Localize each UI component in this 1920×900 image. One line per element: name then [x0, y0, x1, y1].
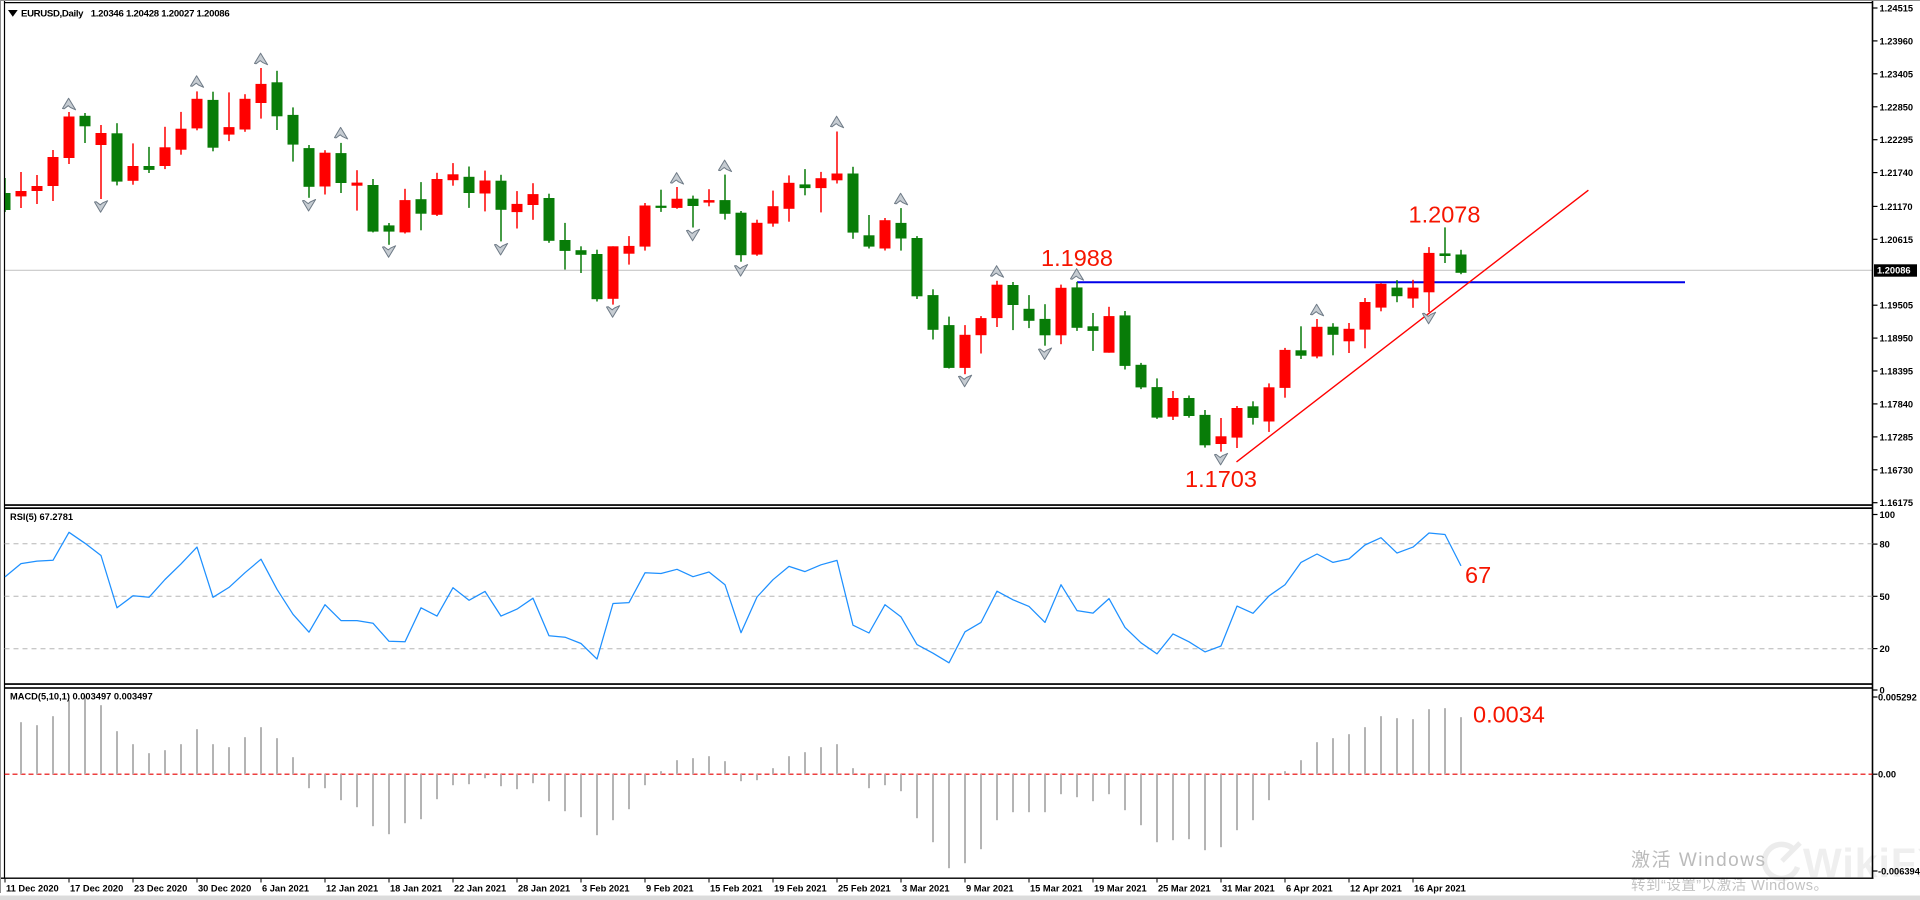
- svg-text:6 Apr 2021: 6 Apr 2021: [1286, 884, 1333, 894]
- svg-text:1.19505: 1.19505: [1880, 301, 1914, 311]
- svg-text:3 Feb 2021: 3 Feb 2021: [582, 884, 630, 894]
- svg-text:1.16175: 1.16175: [1880, 498, 1914, 508]
- svg-text:MACD(5,10,1) 0.003497 0.003497: MACD(5,10,1) 0.003497 0.003497: [10, 692, 153, 702]
- svg-text:15 Feb 2021: 15 Feb 2021: [710, 884, 763, 894]
- svg-text:12 Apr 2021: 12 Apr 2021: [1350, 884, 1402, 894]
- svg-text:1.21740: 1.21740: [1880, 168, 1914, 178]
- svg-text:-0.006394: -0.006394: [1878, 866, 1920, 876]
- svg-text:17 Dec 2020: 17 Dec 2020: [70, 884, 123, 894]
- svg-text:1.2078: 1.2078: [1409, 202, 1481, 228]
- svg-text:6 Jan 2021: 6 Jan 2021: [262, 884, 309, 894]
- svg-text:1.23405: 1.23405: [1880, 69, 1914, 79]
- svg-text:激活 Windows: 激活 Windows: [1631, 849, 1765, 871]
- svg-text:0: 0: [1880, 686, 1885, 696]
- svg-text:EURUSD,Daily: EURUSD,Daily: [21, 9, 84, 20]
- svg-text:25 Feb 2021: 25 Feb 2021: [838, 884, 891, 894]
- svg-text:12 Jan 2021: 12 Jan 2021: [326, 884, 378, 894]
- svg-text:15 Mar 2021: 15 Mar 2021: [1030, 884, 1083, 894]
- svg-text:1.16730: 1.16730: [1880, 465, 1914, 475]
- svg-text:1.17285: 1.17285: [1880, 432, 1914, 442]
- svg-text:0.0034: 0.0034: [1473, 702, 1545, 728]
- svg-text:1.23960: 1.23960: [1880, 36, 1914, 46]
- svg-text:1.18395: 1.18395: [1880, 367, 1914, 377]
- svg-text:20: 20: [1880, 644, 1890, 654]
- svg-text:0.00: 0.00: [1878, 770, 1896, 780]
- svg-text:19 Mar 2021: 19 Mar 2021: [1094, 884, 1147, 894]
- svg-text:1.24515: 1.24515: [1880, 4, 1914, 14]
- svg-text:25 Mar 2021: 25 Mar 2021: [1158, 884, 1211, 894]
- svg-text:19 Feb 2021: 19 Feb 2021: [774, 884, 827, 894]
- svg-text:100: 100: [1880, 510, 1896, 520]
- svg-text:0.005292: 0.005292: [1878, 692, 1917, 702]
- svg-text:1.21170: 1.21170: [1880, 202, 1913, 212]
- svg-text:3 Mar 2021: 3 Mar 2021: [902, 884, 950, 894]
- svg-text:28 Jan 2021: 28 Jan 2021: [518, 884, 570, 894]
- svg-text:9 Mar 2021: 9 Mar 2021: [966, 884, 1014, 894]
- svg-text:1.20086: 1.20086: [1877, 266, 1911, 276]
- svg-text:1.17840: 1.17840: [1880, 399, 1914, 409]
- svg-text:50: 50: [1880, 592, 1890, 602]
- svg-text:1.22850: 1.22850: [1880, 102, 1914, 112]
- svg-text:23 Dec 2020: 23 Dec 2020: [134, 884, 187, 894]
- svg-text:11 Dec 2020: 11 Dec 2020: [6, 884, 59, 894]
- svg-text:18 Jan 2021: 18 Jan 2021: [390, 884, 442, 894]
- svg-text:80: 80: [1880, 540, 1890, 550]
- svg-text:9 Feb 2021: 9 Feb 2021: [646, 884, 694, 894]
- svg-text:30 Dec 2020: 30 Dec 2020: [198, 884, 251, 894]
- svg-text:16 Apr 2021: 16 Apr 2021: [1414, 884, 1466, 894]
- svg-text:1.1988: 1.1988: [1041, 245, 1113, 271]
- svg-text:1.20615: 1.20615: [1880, 235, 1914, 245]
- svg-text:1.22295: 1.22295: [1880, 135, 1914, 145]
- svg-text:1.20346 1.20428 1.20027 1.2008: 1.20346 1.20428 1.20027 1.20086: [91, 9, 230, 20]
- svg-text:31 Mar 2021: 31 Mar 2021: [1222, 884, 1275, 894]
- svg-text:1.1703: 1.1703: [1185, 466, 1257, 492]
- svg-text:RSI(5) 67.2781: RSI(5) 67.2781: [10, 512, 73, 522]
- svg-text:转到“设置”以激活 Windows。: 转到“设置”以激活 Windows。: [1631, 877, 1828, 894]
- svg-text:67: 67: [1465, 562, 1491, 588]
- svg-text:22 Jan 2021: 22 Jan 2021: [454, 884, 506, 894]
- svg-text:1.18950: 1.18950: [1880, 334, 1914, 344]
